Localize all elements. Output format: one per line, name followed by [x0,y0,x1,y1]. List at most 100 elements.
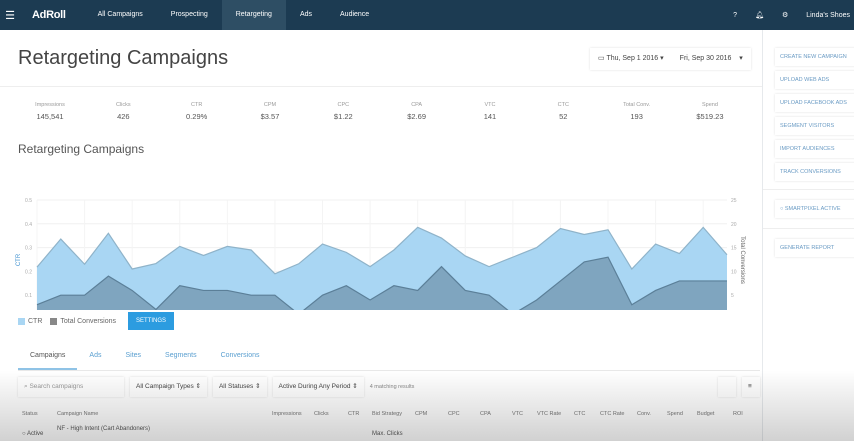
column-header-cpa[interactable]: CPA [480,411,491,417]
column-header-vtc[interactable]: VTC [512,411,523,417]
nav-all-campaigns[interactable]: All Campaigns [97,11,143,18]
stat-impressions: Impressions 145,541 [35,102,65,121]
tab-conversions[interactable]: Conversions [220,352,260,359]
column-header-roi[interactable]: ROI [733,411,743,417]
hamburger-menu-icon[interactable]: ☰ [5,9,15,22]
search-input[interactable]: ⌕ Search campaigns [18,377,124,397]
stat-total-conv-: Total Conv. 193 [623,102,651,121]
divider [0,86,762,87]
nav-prospecting[interactable]: Prospecting [170,11,208,18]
stat-cpm: CPM $3.57 [260,102,280,121]
generate-report-button[interactable]: GENERATE REPORT [775,239,854,257]
period-select[interactable]: Active During Any Period ⇕ [273,377,364,397]
main-content: Retargeting Campaigns ▭ Thu, Sep 1 2016 … [0,30,762,441]
column-header-budget[interactable]: Budget [697,411,715,417]
nav-ads[interactable]: Ads [299,11,313,18]
stat-ctr: CTR 0.29% [186,102,208,121]
help-icon[interactable]: ? [733,11,738,19]
area-total-conversions [37,257,727,310]
status-select[interactable]: All Statuses ⇕ [213,377,267,397]
y-tick-label: 0.1 [25,293,32,299]
sidebar-action-create-new-campaign[interactable]: CREATE NEW CAMPAIGN [775,48,854,66]
column-header-impressions[interactable]: Impressions [272,411,302,417]
y2-tick-label: 5 [731,293,734,299]
y-tick-label: 0.4 [25,222,32,228]
search-icon: ⌕ [24,383,30,390]
top-nav: ☰ AdRoll All Campaigns Prospecting Retar… [0,0,854,30]
tab-campaigns[interactable]: Campaigns [18,348,78,370]
tabs: Campaigns Ads Sites Segments Conversions [18,348,760,371]
stat-clicks: Clicks 426 [115,102,131,121]
line-ctr [36,226,728,275]
y2-tick-label: 20 [731,222,737,228]
chart-title: Retargeting Campaigns [18,142,145,156]
conversions-swatch [50,317,58,325]
calendar-icon: ▭ [598,55,607,62]
bid-strategy-cell: Max. Clicks [372,431,403,437]
status-cell: ○ Active [22,431,44,437]
stat-cpa: CPA $2.69 [407,102,427,121]
column-header-bid-strategy[interactable]: Bid Strategy [372,411,402,417]
bell-icon[interactable]: 🔔︎ [755,12,764,19]
sidebar-action-upload-web-ads[interactable]: UPLOAD WEB ADS [775,71,854,89]
tab-segments[interactable]: Segments [165,352,197,359]
ctr-swatch [18,317,25,325]
start-date-select[interactable]: ▭ Thu, Sep 1 2016 ▾ [598,55,664,62]
column-header-spend[interactable]: Spend [667,411,683,417]
y-axis-label: CTR [16,253,22,266]
adroll-logo[interactable]: AdRoll [32,9,66,21]
sidebar-action-upload-facebook-ads[interactable]: UPLOAD FACEBOOK ADS [775,94,854,112]
column-header-ctr[interactable]: CTR [348,411,360,417]
column-header-cpm[interactable]: CPM [415,411,428,417]
column-header-ctc[interactable]: CTC [574,411,586,417]
line-total-conversions [36,256,727,310]
y-tick-label: 0.5 [25,198,32,204]
y2-axis-label: Total Conversions [739,236,745,284]
legend-conversions[interactable]: Total Conversions [60,317,117,325]
circle-icon: ○ [780,206,785,212]
tab-sites[interactable]: Sites [125,352,142,359]
y2-tick-label: 25 [731,198,737,204]
date-range-picker: ▭ Thu, Sep 1 2016 ▾ Fri, Sep 30 2016 ▾ [590,48,751,70]
stat-ctc: CTC 52 [557,102,569,121]
column-header-campaign-name[interactable]: Campaign Name [57,411,99,417]
column-header-vtc-rate[interactable]: VTC Rate [537,411,562,417]
stat-vtc: VTC 141 [483,102,497,121]
sidebar-action-track-conversions[interactable]: TRACK CONVERSIONS [775,163,854,181]
campaign-type-select[interactable]: All Campaign Types ⇕ [130,377,207,397]
campaign-name-link[interactable]: NF - High Intent (Cart Abandoners) [57,426,151,432]
end-date-select[interactable]: Fri, Sep 30 2016 ▾ [679,55,743,62]
results-count: 4 matching results [369,384,415,390]
sidebar-action-segment-visitors[interactable]: SEGMENT VISITORS [775,117,854,135]
table-header: Status Campaign Name Impressions Clicks CTR B… [0,405,762,425]
legend-ctr[interactable]: CTR [28,317,43,325]
chart-legend: CTR Total Conversions SETTINGS [18,312,175,330]
column-header-status[interactable]: Status [22,411,38,417]
table-row[interactable]: ○ Active NF - High Intent (Cart Abandone… [0,425,762,445]
y2-tick-label: 15 [731,246,737,252]
right-sidebar: CREATE NEW CAMPAIGN UPLOAD WEB ADS UPLOAD … [762,30,854,441]
nav-audience[interactable]: Audience [340,11,370,18]
smartpixel-status[interactable]: ○ SMARTPIXEL ACTIVE [775,200,854,218]
y-tick-label: 0.3 [25,246,32,252]
stats-summary: Impressions 145,541 Clicks 426 CTR 0.29% CPM $3… [20,102,740,121]
grid-view-button[interactable] [718,377,736,397]
sidebar-action-import-audiences[interactable]: IMPORT AUDIENCES [775,140,854,158]
y2-tick-label: 10 [731,269,737,275]
nav-retargeting[interactable]: Retargeting [221,0,286,30]
column-header-conv-[interactable]: Conv. [637,411,651,417]
stat-spend: Spend $519.23 [696,102,724,121]
y-tick-label: 0.2 [25,269,32,275]
account-menu[interactable]: Linda's Shoes [806,11,850,19]
column-header-cpc[interactable]: CPC [448,411,460,417]
gear-icon[interactable]: ⚙ [781,12,789,19]
list-view-icon[interactable]: ≡ [742,377,760,397]
page-title: Retargeting Campaigns [18,47,229,69]
stat-cpc: CPC $1.22 [333,102,353,121]
filter-bar: ⌕ Search campaigns All Campaign Types ⇕ … [18,377,760,397]
column-header-clicks[interactable]: Clicks [314,411,329,417]
tab-ads[interactable]: Ads [89,352,102,359]
column-header-ctc-rate[interactable]: CTC Rate [600,411,625,417]
settings-button[interactable]: SETTINGS [128,312,175,330]
